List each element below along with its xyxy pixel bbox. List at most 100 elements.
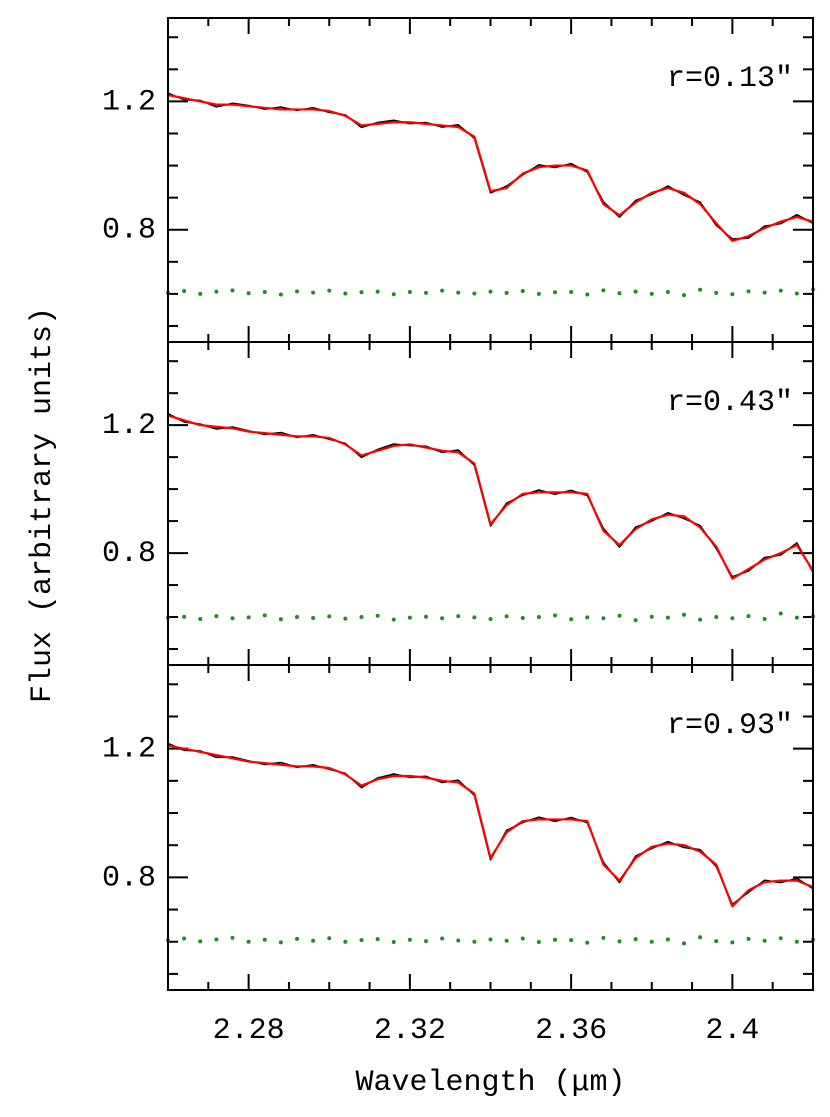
residual-point xyxy=(746,614,751,619)
residual-point xyxy=(601,288,606,293)
x-tick-label: 2.32 xyxy=(374,1014,446,1048)
residual-point xyxy=(682,293,686,298)
residual-point xyxy=(472,291,477,296)
y-tick-label: 1.2 xyxy=(102,85,156,119)
y-tick-label: 1.2 xyxy=(102,409,156,443)
y-axis-label: Flux (arbitrary units) xyxy=(26,307,60,703)
residual-point xyxy=(536,291,541,296)
residual-point xyxy=(359,615,364,620)
residual-point xyxy=(714,290,719,295)
residual-point xyxy=(665,289,670,294)
residual-point xyxy=(553,290,557,295)
residual-point xyxy=(520,615,525,620)
residual-point xyxy=(617,939,622,944)
residual-point xyxy=(633,618,638,623)
residual-point xyxy=(794,291,799,296)
residual-point xyxy=(246,939,251,944)
residual-point xyxy=(230,935,235,940)
residual-point xyxy=(665,937,670,942)
x-tick-label: 2.4 xyxy=(705,1014,759,1048)
residual-point xyxy=(246,291,251,296)
residual-point xyxy=(391,940,396,945)
residual-point xyxy=(424,290,428,295)
residual-point xyxy=(730,292,735,297)
residual-point xyxy=(472,939,477,944)
x-axis-label: Wavelength (μm) xyxy=(355,1066,625,1100)
residual-point xyxy=(311,615,316,620)
residual-point xyxy=(488,616,493,621)
residual-point xyxy=(536,940,541,945)
residual-point xyxy=(649,939,654,944)
residual-point xyxy=(311,290,316,295)
residual-point xyxy=(456,938,461,943)
residual-point xyxy=(569,938,574,943)
residual-point xyxy=(601,616,606,621)
spectrum-line xyxy=(167,92,814,240)
residual-point xyxy=(730,940,735,945)
residual-point xyxy=(778,288,783,293)
residual-point xyxy=(569,617,574,622)
residual-point xyxy=(456,614,461,619)
x-tick-label: 2.36 xyxy=(535,1014,607,1048)
spectrum-line xyxy=(167,412,814,578)
residual-point xyxy=(375,289,380,294)
y-tick-label: 0.8 xyxy=(102,861,156,895)
panel-annotation: r=0.13″ xyxy=(667,62,793,96)
residual-point xyxy=(504,614,509,619)
residual-point xyxy=(601,935,606,940)
residual-point xyxy=(456,290,461,295)
residual-point xyxy=(633,289,638,294)
y-tick-label: 1.2 xyxy=(102,733,156,767)
residual-point xyxy=(214,937,219,942)
residual-point xyxy=(617,291,622,296)
residual-point xyxy=(424,939,428,944)
residual-point xyxy=(407,615,412,620)
y-tick-label: 0.8 xyxy=(102,537,156,571)
residual-point xyxy=(665,615,670,620)
spectrum-line xyxy=(167,742,814,906)
residual-point xyxy=(682,612,686,617)
y-tick-label: 0.8 xyxy=(102,214,156,248)
residual-point xyxy=(278,292,283,297)
residual-point xyxy=(617,613,622,618)
residual-point xyxy=(778,936,783,941)
residual-point xyxy=(246,615,251,620)
residual-point xyxy=(778,611,783,616)
residual-point xyxy=(730,616,735,621)
residual-point xyxy=(262,937,267,942)
residual-point xyxy=(682,941,686,946)
residual-point xyxy=(262,289,267,294)
residual-point xyxy=(762,616,767,621)
residual-point xyxy=(569,289,574,294)
residual-point xyxy=(214,289,219,294)
residual-point xyxy=(585,940,590,945)
x-tick-label: 2.28 xyxy=(213,1014,285,1048)
residual-point xyxy=(375,937,380,942)
residual-point xyxy=(440,616,445,621)
residual-point xyxy=(762,290,767,295)
residual-point xyxy=(343,616,348,621)
panel-annotation: r=0.43″ xyxy=(667,386,793,420)
spectrum-line xyxy=(167,93,814,243)
residual-point xyxy=(327,614,332,619)
residual-point xyxy=(230,616,235,621)
residual-point xyxy=(278,617,283,622)
residual-point xyxy=(182,936,187,941)
panel-annotation: r=0.93″ xyxy=(667,709,793,743)
residual-point xyxy=(762,938,767,943)
residual-point xyxy=(649,614,654,619)
residual-point xyxy=(182,614,187,619)
residual-point xyxy=(262,613,267,618)
residual-point xyxy=(407,289,412,294)
residual-point xyxy=(295,936,299,941)
residual-point xyxy=(536,615,541,620)
residual-point xyxy=(553,613,557,618)
residual-point xyxy=(327,936,332,941)
residual-point xyxy=(440,288,445,293)
residual-point xyxy=(472,615,477,620)
residual-point xyxy=(198,939,203,944)
residual-point xyxy=(553,937,557,942)
residual-point xyxy=(327,288,332,293)
residual-point xyxy=(391,617,396,622)
